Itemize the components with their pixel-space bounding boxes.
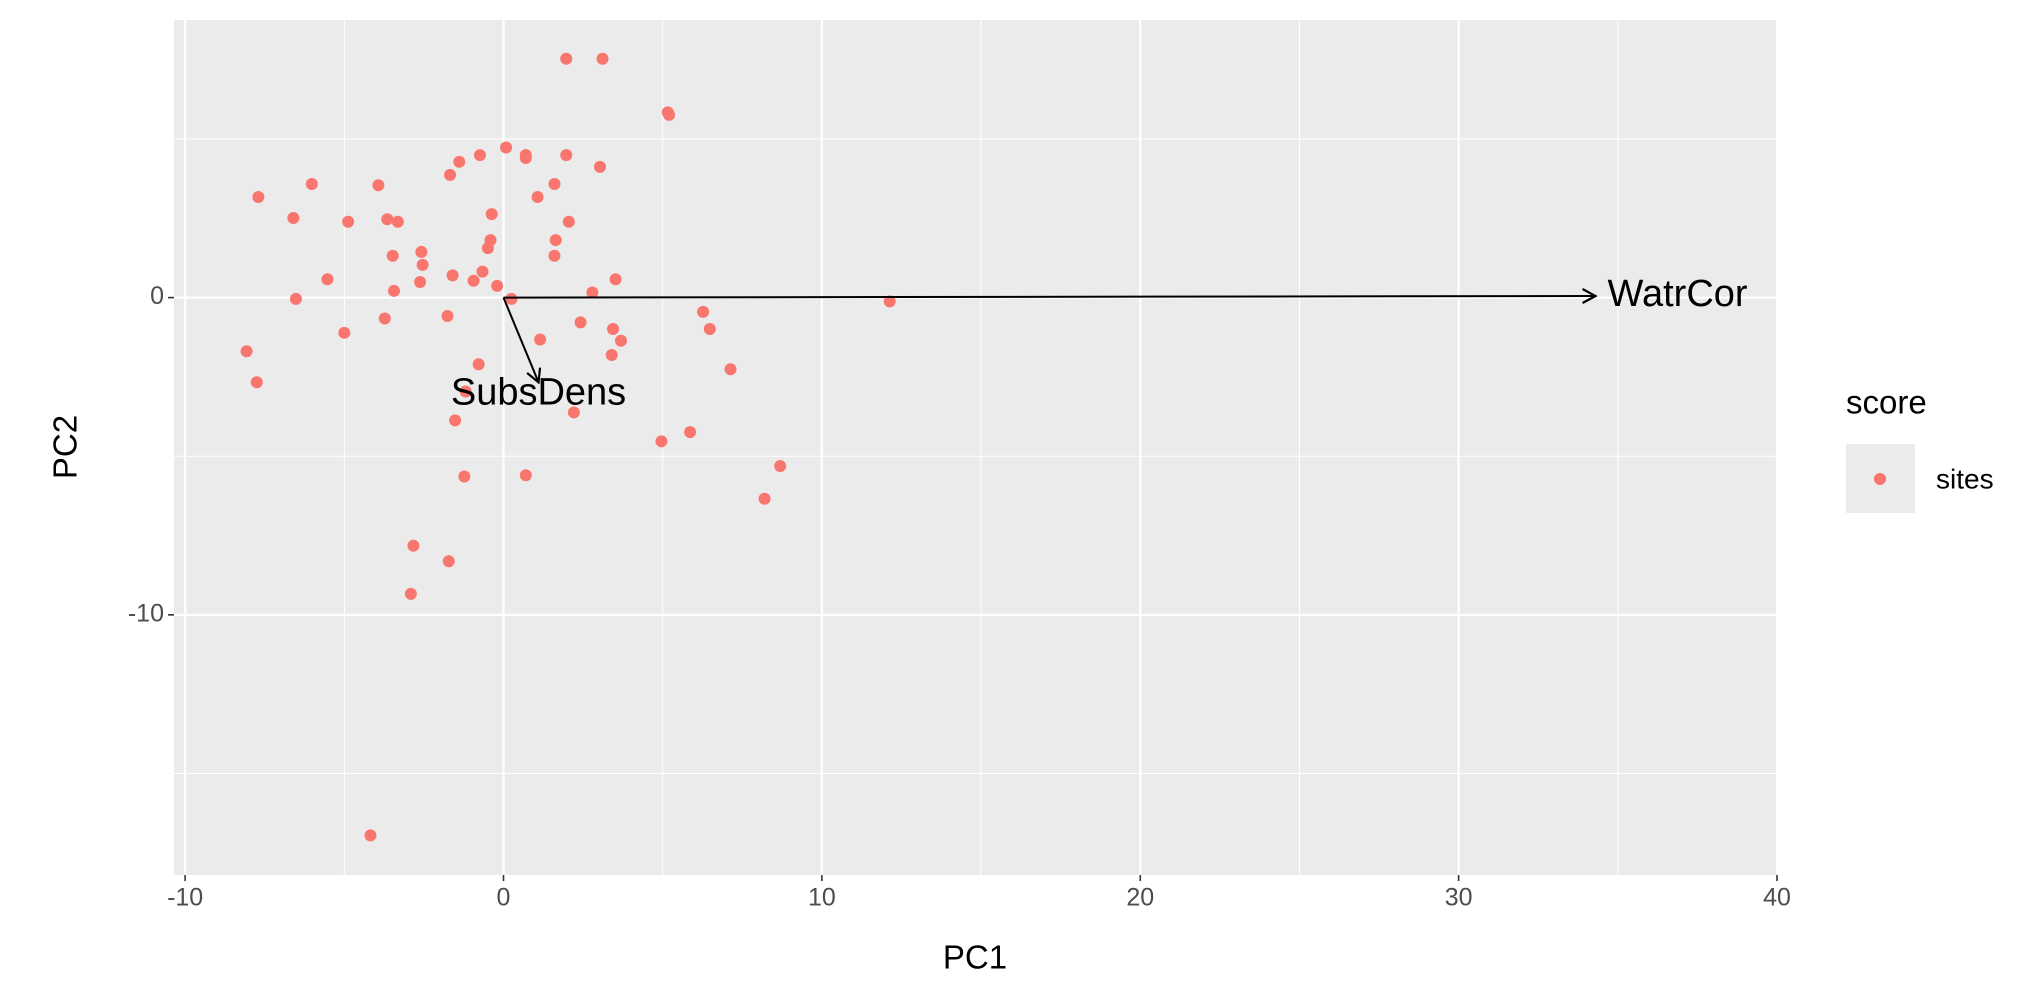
point (386, 249, 399, 262)
point (381, 213, 394, 226)
legend-title: score (1846, 384, 1927, 421)
y-tick-label: 0 (150, 282, 164, 310)
point (567, 406, 580, 419)
x-tick-label: -10 (167, 884, 203, 912)
point (500, 141, 513, 154)
point (364, 829, 377, 842)
point (703, 323, 716, 336)
point (387, 284, 400, 297)
point (446, 269, 459, 282)
point (338, 326, 351, 339)
point (289, 292, 302, 305)
point (586, 286, 599, 299)
legend-label: sites (1936, 463, 1994, 494)
point (491, 279, 504, 292)
point (531, 191, 544, 204)
point (416, 258, 429, 271)
point (442, 555, 455, 568)
point (593, 160, 606, 173)
point (342, 215, 355, 228)
point (372, 179, 385, 192)
point (548, 249, 561, 262)
point (404, 587, 417, 600)
point (481, 242, 494, 255)
point (391, 215, 404, 228)
point (562, 215, 575, 228)
point (441, 309, 454, 322)
point (574, 316, 587, 329)
point (449, 414, 462, 427)
point (459, 385, 472, 398)
point (505, 292, 518, 305)
point (485, 208, 498, 221)
point (250, 376, 263, 389)
point (883, 295, 896, 308)
arrow-label: WatrCor (1608, 273, 1748, 315)
x-tick-label: 40 (1763, 884, 1791, 912)
point (534, 333, 547, 346)
loading-arrow (502, 297, 539, 383)
point (467, 274, 480, 287)
point (415, 245, 428, 258)
point (519, 152, 532, 165)
loading-arrow (503, 296, 1596, 298)
point (774, 460, 787, 473)
panel (174, 20, 1777, 875)
point (240, 345, 253, 358)
point (407, 539, 420, 552)
x-axis-title: PC1 (943, 939, 1007, 976)
point (560, 52, 573, 65)
point (560, 149, 573, 162)
point (724, 363, 737, 376)
point (663, 108, 676, 121)
point (758, 492, 771, 505)
point (476, 265, 489, 278)
point (607, 323, 620, 336)
point (378, 312, 391, 325)
point (548, 178, 561, 191)
point (614, 334, 627, 347)
point (596, 52, 609, 65)
point (444, 168, 457, 181)
point (287, 211, 300, 224)
y-tick-label: -10 (128, 599, 164, 627)
point (519, 469, 532, 482)
x-tick-label: 10 (808, 884, 836, 912)
x-tick-label: 0 (497, 884, 511, 912)
point (655, 435, 668, 448)
y-axis-title: PC2 (47, 415, 84, 479)
point (609, 273, 622, 286)
point (605, 349, 618, 362)
point (414, 276, 427, 289)
point (473, 149, 486, 162)
point (684, 426, 697, 439)
point (321, 273, 334, 286)
point (549, 234, 562, 247)
x-tick-label: 30 (1445, 884, 1473, 912)
point (458, 470, 471, 483)
point (697, 305, 710, 318)
legend-marker (1874, 473, 1886, 485)
point (472, 358, 485, 371)
x-tick-label: 20 (1126, 884, 1154, 912)
point (453, 155, 466, 168)
arrow-label: SubsDens (451, 371, 626, 413)
point (252, 191, 265, 204)
point (305, 178, 318, 191)
